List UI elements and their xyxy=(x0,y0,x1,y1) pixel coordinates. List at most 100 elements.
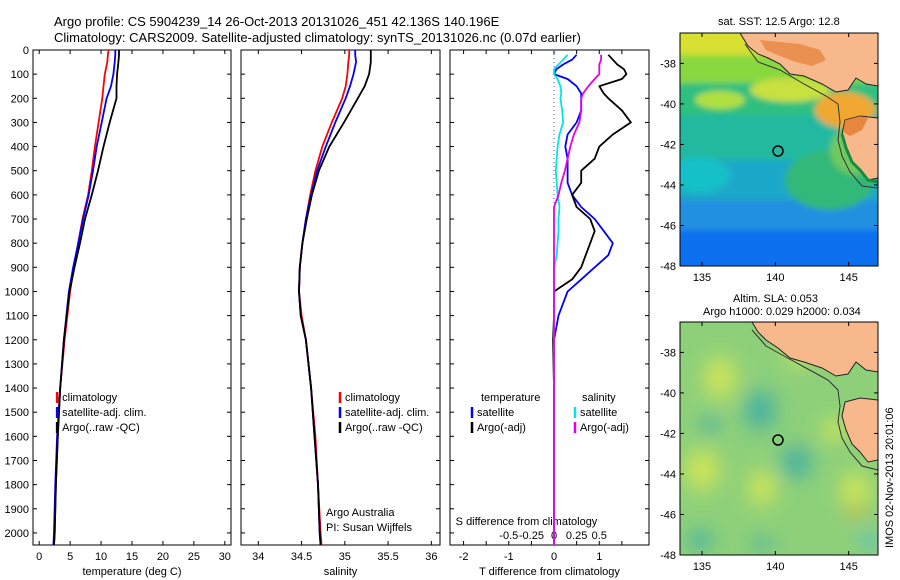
depth-tick-label: 1900 xyxy=(5,504,29,516)
title-line-2: Climatology: CARS2009. Satellite-adjuste… xyxy=(54,30,581,45)
map-y-tick-label: -38 xyxy=(660,347,676,359)
depth-tick-label: 200 xyxy=(11,93,29,105)
sla-map-panel: Altim. SLA: 0.053 Argo h1000: 0.029 h200… xyxy=(660,293,879,573)
depth-tick-label: 0 xyxy=(23,45,29,57)
x-tick-label: 15 xyxy=(126,551,138,563)
series-line xyxy=(553,54,602,545)
sla-map-title: Altim. SLA: 0.053 xyxy=(733,293,818,305)
depth-tick-label: 1300 xyxy=(5,359,29,371)
legend-label: Argo(-adj) xyxy=(477,422,526,434)
sla-map-frame xyxy=(679,321,879,556)
x-tick-label: -2 xyxy=(459,551,469,563)
x-tick-label: 1 xyxy=(596,551,602,563)
map-y-tick-label: -40 xyxy=(660,388,676,400)
x-tick-label: 30 xyxy=(219,551,231,563)
salinity-profile-frame xyxy=(240,49,441,546)
sla-map-subtitle: Argo h1000: 0.029 h2000: 0.034 xyxy=(703,306,861,318)
legend-label: Argo(..raw -QC) xyxy=(62,422,140,434)
x-tick-label: -1 xyxy=(504,551,514,563)
map-y-tick-label: -48 xyxy=(660,550,676,562)
sla-land-mainland xyxy=(751,322,878,377)
depth-tick-label: 1800 xyxy=(5,480,29,492)
legend-label: satellite xyxy=(580,407,617,419)
temperature-profile-xlabel: temperature (deg C) xyxy=(82,566,181,578)
depth-tick-label: 900 xyxy=(11,262,29,274)
x-tick-label: 34 xyxy=(252,551,264,563)
depth-tick-label: 1200 xyxy=(5,335,29,347)
sla-argo-marker xyxy=(772,434,784,446)
depth-tick-label: 600 xyxy=(11,190,29,202)
s-tick-label: -0.5 xyxy=(499,530,518,542)
salinity-profile-xlabel: salinity xyxy=(324,566,358,578)
map-x-tick-label: 135 xyxy=(693,272,711,284)
s-tick-label: 0.25 xyxy=(566,530,587,542)
difference-profile-frame xyxy=(449,49,650,546)
map-x-tick-label: 145 xyxy=(839,272,857,284)
x-tick-label: 5 xyxy=(67,551,73,563)
x-tick-label: 25 xyxy=(188,551,200,563)
x-tick-label: 0 xyxy=(551,551,557,563)
map-y-tick-label: -40 xyxy=(660,99,676,111)
depth-tick-label: 1600 xyxy=(5,431,29,443)
legend-label: Argo(-adj) xyxy=(580,422,629,434)
series-line xyxy=(298,50,372,545)
sst-land-tasmania-shore xyxy=(843,116,868,136)
depth-tick-label: 1100 xyxy=(5,311,29,323)
legend-label: satellite xyxy=(477,407,514,419)
s-axis-label: S difference from climatology xyxy=(456,516,598,528)
sla-bathymetry-contour xyxy=(751,329,878,471)
sst-map-title: sat. SST: 12.5 Argo: 12.8 xyxy=(718,16,840,28)
depth-tick-label: 800 xyxy=(11,238,29,250)
depth-tick-label: 1000 xyxy=(5,286,29,298)
depth-tick-label: 2000 xyxy=(5,528,29,540)
map-y-tick-label: -42 xyxy=(660,428,676,440)
temperature-profile-frame xyxy=(32,49,232,546)
depth-tick-label: 400 xyxy=(11,142,29,154)
legend-label: climatology xyxy=(345,392,401,404)
map-y-tick-label: -46 xyxy=(660,220,676,232)
sla-land-tasmania xyxy=(841,397,878,463)
map-y-tick-label: -48 xyxy=(660,261,676,273)
legend-label: climatology xyxy=(62,392,118,404)
legend-label: satellite-adj. clim. xyxy=(345,407,429,419)
annotation-line: PI: Susan Wijffels xyxy=(326,522,412,534)
x-tick-label: 35 xyxy=(339,551,351,563)
legend-label: Argo(..raw -QC) xyxy=(345,422,423,434)
side-label: IMOS 02-Nov-2013 20:01:06 xyxy=(884,407,896,548)
depth-tick-label: 1400 xyxy=(5,383,29,395)
depth-tick-label: 700 xyxy=(11,214,29,226)
salinity-profile-panel: 34 34.5 35 35.5 36 salinity climatology satelli… xyxy=(240,49,441,578)
difference-profile-panel: -2 -1 0 1 T difference from climatology -0.5-… xyxy=(449,49,650,578)
sst-map-panel: sat. SST: 12.5 Argo: 12.8 xyxy=(660,16,879,284)
map-x-tick-label: 145 xyxy=(839,561,857,573)
map-y-tick-label: -38 xyxy=(660,58,676,70)
annotation-line: Argo Australia xyxy=(326,507,395,519)
x-tick-label: 36 xyxy=(425,551,437,563)
s-tick-label: 0.5 xyxy=(592,530,607,542)
difference-profile-xlabel: T difference from climatology xyxy=(479,566,620,578)
depth-tick-label: 1500 xyxy=(5,407,29,419)
title-line-1: Argo profile: CS 5904239_14 26-Oct-2013 … xyxy=(54,14,500,29)
difference-profile-lines xyxy=(552,54,632,545)
sst-land-tasmania-rim xyxy=(840,133,878,184)
map-x-tick-label: 140 xyxy=(766,272,784,284)
depth-tick-label: 100 xyxy=(11,69,29,81)
temperature-profile-panel: 0100200300400500600700800900100011001200… xyxy=(5,45,232,578)
depth-tick-label: 500 xyxy=(11,166,29,178)
legend-label: satellite-adj. clim. xyxy=(62,407,146,419)
sst-map-frame xyxy=(679,32,879,267)
sst-argo-marker xyxy=(772,145,784,157)
map-y-tick-label: -46 xyxy=(660,509,676,521)
x-tick-label: 35.5 xyxy=(377,551,398,563)
map-x-tick-label: 135 xyxy=(693,561,711,573)
sst-land-mainland-shore xyxy=(760,40,826,66)
sst-bathymetry-contour xyxy=(744,43,878,189)
x-tick-label: 10 xyxy=(95,551,107,563)
depth-tick-label: 300 xyxy=(11,117,29,129)
map-y-tick-label: -42 xyxy=(660,139,676,151)
x-tick-label: 0 xyxy=(36,551,42,563)
x-tick-label: 20 xyxy=(157,551,169,563)
map-y-tick-label: -44 xyxy=(660,180,676,192)
depth-tick-label: 1700 xyxy=(5,455,29,467)
